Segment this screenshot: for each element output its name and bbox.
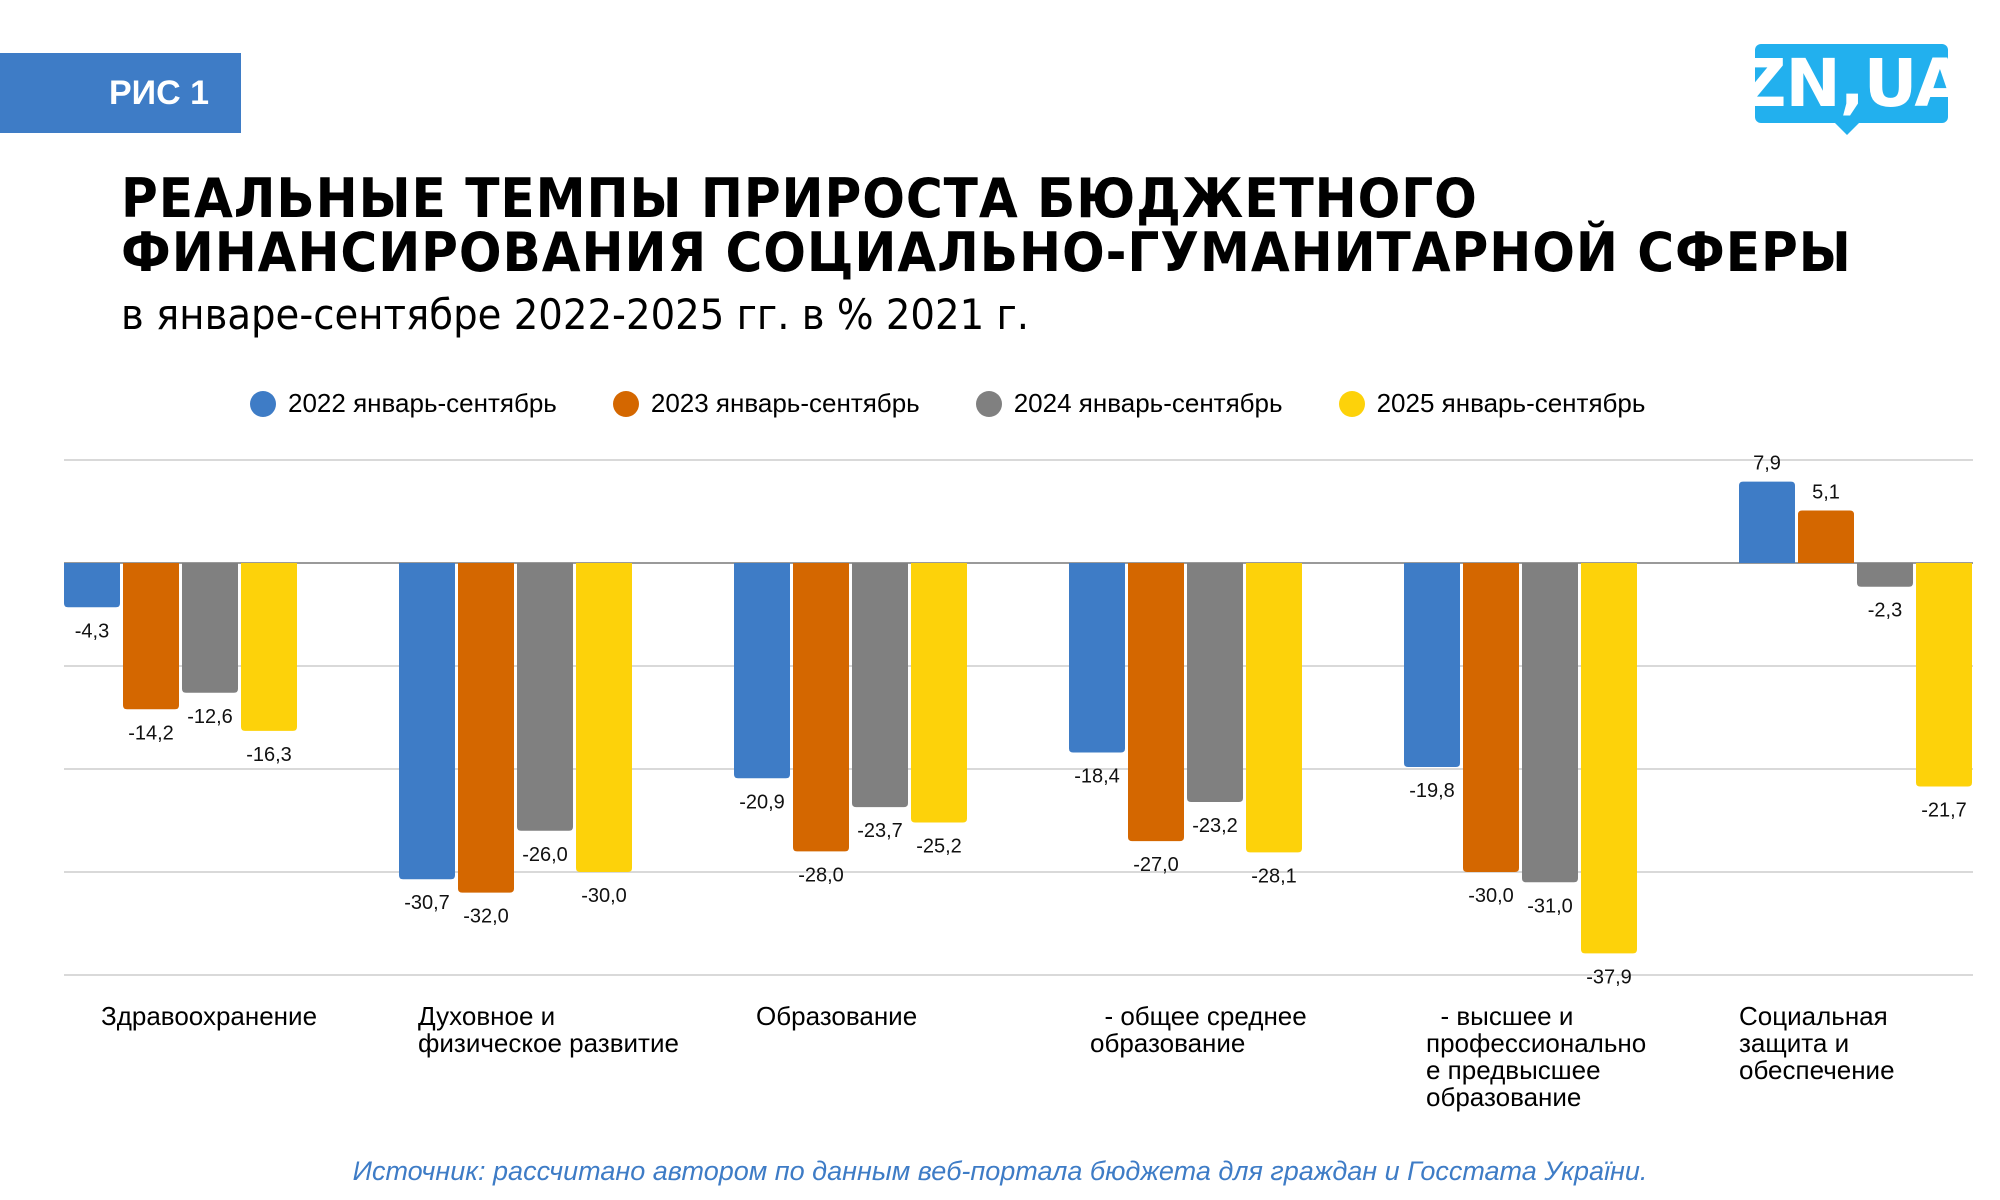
category-label: - высшее и профессионально е предвысшее …: [1426, 1001, 1647, 1112]
legend-item-2022: 2022 январь-сентябрь: [250, 388, 557, 419]
bar-2022-cat-5: [1739, 481, 1795, 563]
legend-item-2023: 2023 январь-сентябрь: [612, 388, 920, 419]
bar-2024-cat-3: [1187, 563, 1243, 802]
bar-2022-cat-3: [1069, 563, 1125, 753]
data-label-2025-cat-2: -25,2: [916, 836, 962, 858]
bar-2023-cat-0: [123, 563, 179, 710]
data-label-2023-cat-5: 5,1: [1812, 481, 1840, 503]
bar-2023-cat-5: [1798, 510, 1854, 563]
data-label-2024-cat-3: -23,2: [1192, 815, 1238, 837]
bar-2025-cat-4: [1581, 563, 1637, 954]
bar-2023-cat-1: [458, 563, 514, 893]
legend-label-2025: 2025 январь-сентябрь: [1376, 388, 1646, 418]
legend-dot-2022: [250, 390, 276, 417]
legend-dot-2024: [975, 390, 1002, 417]
logo-text: ZN,UA: [1738, 45, 1966, 122]
data-label-2025-cat-4: -37,9: [1586, 966, 1632, 988]
legend-dot-2025: [1338, 390, 1365, 417]
legend-item-2025: 2025 январь-сентябрь: [1338, 388, 1646, 419]
legend-item-2024: 2024 январь-сентябрь: [975, 388, 1283, 419]
data-label-2022-cat-2: -20,9: [739, 791, 785, 813]
data-label-2022-cat-5: 7,9: [1753, 453, 1781, 475]
legend-label-2023: 2023 январь-сентябрь: [650, 388, 920, 418]
bar-2022-cat-0: [64, 563, 120, 608]
data-label-2025-cat-0: -16,3: [246, 744, 292, 766]
data-label-2023-cat-3: -27,0: [1133, 854, 1179, 876]
data-label-2022-cat-0: -4,3: [75, 620, 109, 642]
bar-2024-cat-4: [1522, 563, 1578, 883]
source-note: Источник: рассчитано автором по данным в…: [352, 1156, 1648, 1186]
figure-badge-label: РИС 1: [108, 73, 209, 112]
legend-label-2024: 2024 январь-сентябрь: [1013, 388, 1283, 418]
chart-title-line-1: РЕАЛЬНЫЕ ТЕМПЫ ПРИРОСТА БЮДЖЕТНОГО: [121, 167, 1478, 230]
bar-2023-cat-2: [793, 563, 849, 852]
data-label-2023-cat-1: -32,0: [463, 906, 509, 928]
bar-2024-cat-5: [1857, 563, 1913, 587]
bar-2022-cat-4: [1404, 563, 1460, 767]
chart-title: РЕАЛЬНЫЕ ТЕМПЫ ПРИРОСТА БЮДЖЕТНОГО ФИНАН…: [121, 172, 1852, 280]
data-label-2024-cat-1: -26,0: [522, 844, 568, 866]
chart-subtitle: в январе-сентябре 2022-2025 гг. в % 2021…: [121, 290, 1030, 339]
data-label-2023-cat-2: -28,0: [798, 864, 844, 886]
bar-2025-cat-2: [911, 563, 967, 823]
bar-2025-cat-0: [241, 563, 297, 731]
category-label: Здравоохранение: [101, 1001, 318, 1031]
data-label-2024-cat-0: -12,6: [187, 706, 233, 728]
bar-2023-cat-4: [1463, 563, 1519, 872]
figure-badge: РИС 1: [0, 53, 241, 133]
data-label-2023-cat-0: -14,2: [128, 722, 174, 744]
bar-2022-cat-2: [734, 563, 790, 779]
bar-2025-cat-3: [1246, 563, 1302, 853]
bar-2024-cat-2: [852, 563, 908, 808]
data-label-2022-cat-4: -19,8: [1409, 780, 1455, 802]
data-label-2022-cat-3: -18,4: [1074, 766, 1120, 788]
bar-2022-cat-1: [399, 563, 455, 880]
category-label: Духовное и физическое развитие: [418, 1001, 679, 1058]
bar-2024-cat-1: [517, 563, 573, 831]
category-label: Образование: [756, 1001, 918, 1031]
data-label-2024-cat-4: -31,0: [1527, 895, 1573, 917]
data-label-2025-cat-1: -30,0: [581, 885, 627, 907]
bar-2025-cat-5: [1916, 563, 1972, 787]
category-label: Социальная защита и обеспечение: [1739, 1001, 1895, 1085]
data-label-2024-cat-2: -23,7: [857, 820, 903, 842]
chart-legend: 2022 январь-сентябрь 2023 январь-сентябр…: [250, 388, 1645, 419]
chart-title-line-2: ФИНАНСИРОВАНИЯ СОЦИАЛЬНО-ГУМАНИТАРНОЙ СФ…: [121, 221, 1852, 284]
zn-ua-logo: ZN,UA: [1739, 44, 1965, 135]
category-label: - общее среднее образование: [1090, 1001, 1307, 1058]
data-label-2025-cat-3: -28,1: [1251, 865, 1297, 887]
bar-2023-cat-3: [1128, 563, 1184, 842]
data-label-2025-cat-5: -21,7: [1921, 800, 1967, 822]
data-label-2024-cat-5: -2,3: [1868, 600, 1902, 622]
bar-2024-cat-0: [182, 563, 238, 693]
data-label-2023-cat-4: -30,0: [1468, 885, 1514, 907]
bar-2025-cat-1: [576, 563, 632, 872]
data-label-2022-cat-1: -30,7: [404, 892, 450, 914]
legend-dot-2023: [612, 390, 639, 417]
legend-label-2022: 2022 январь-сентябрь: [288, 388, 557, 418]
